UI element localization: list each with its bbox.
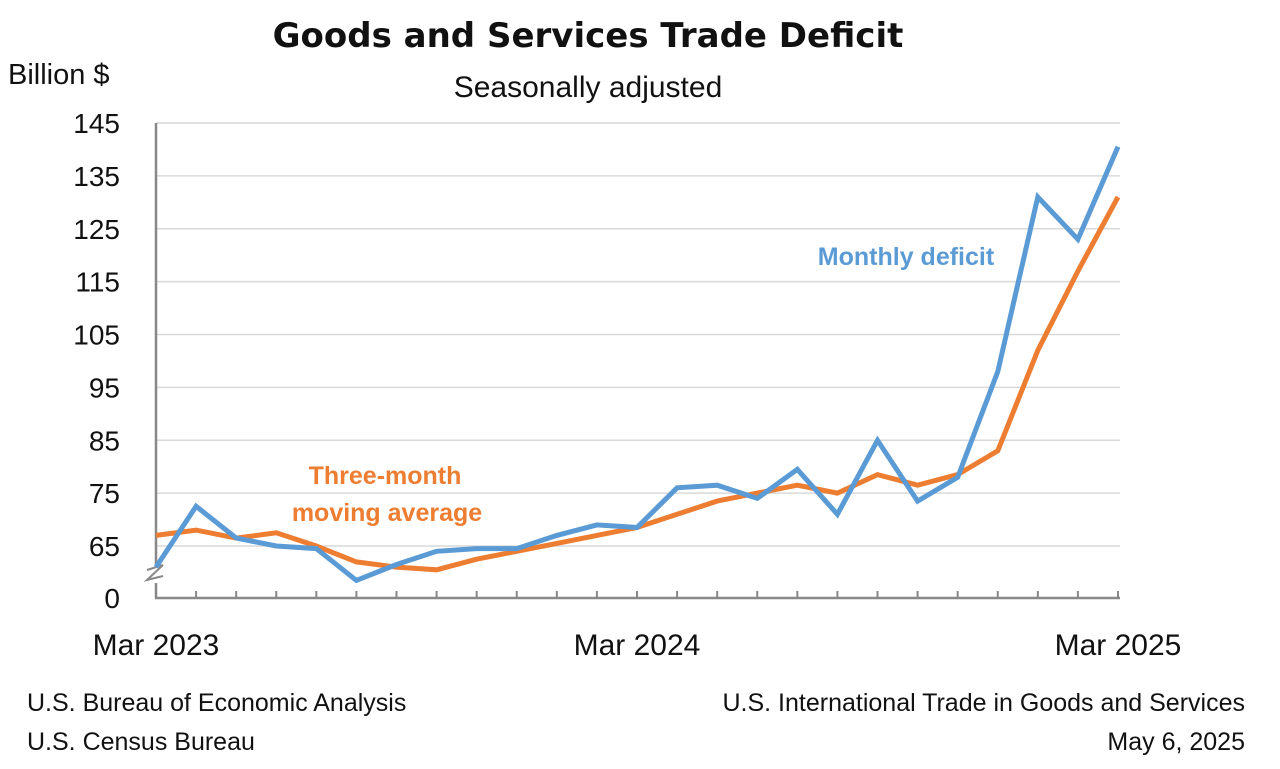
y-tick-label: 75	[89, 478, 120, 509]
y-tick-label: 135	[73, 161, 120, 192]
gridlines	[156, 122, 1120, 547]
annotation-moving-average-line1: Three-month	[309, 462, 462, 490]
x-tick-label: Mar 2023	[93, 629, 220, 662]
y-tick-label: 105	[73, 320, 120, 351]
y-tick-label: 125	[73, 214, 120, 245]
chart-subtitle: Seasonally adjusted	[454, 71, 723, 104]
footer-release-date: May 6, 2025	[1107, 728, 1245, 756]
annotation-moving-average-line2: moving average	[292, 499, 482, 527]
y-tick-label: 115	[75, 267, 120, 298]
y-tick-label: 0	[104, 583, 120, 614]
series	[153, 145, 1121, 584]
annotation-monthly-deficit: Monthly deficit	[818, 243, 995, 271]
y-tick-label: 95	[89, 372, 120, 403]
y-axis-ticks: 0 65 75 85 95 105 115 125 135 145	[73, 108, 120, 614]
footer-release-title: U.S. International Trade in Goods and Se…	[722, 689, 1245, 717]
y-axis-label: Billion $	[8, 59, 110, 91]
x-tick-label: Mar 2024	[574, 629, 701, 662]
y-tick-label: 65	[89, 531, 120, 562]
x-tick-label: Mar 2025	[1055, 629, 1182, 662]
chart-title: Goods and Services Trade Deficit	[273, 16, 904, 56]
x-axis-ticks: Mar 2023 Mar 2024 Mar 2025	[93, 629, 1182, 662]
y-tick-label: 145	[73, 108, 120, 139]
axes	[143, 123, 1120, 600]
axis-break-icon	[143, 564, 164, 582]
footer-source-bea: U.S. Bureau of Economic Analysis	[27, 689, 406, 717]
series-line-monthly-deficit	[153, 145, 1121, 584]
y-tick-label: 85	[89, 425, 120, 456]
footer-source-census: U.S. Census Bureau	[27, 728, 255, 756]
